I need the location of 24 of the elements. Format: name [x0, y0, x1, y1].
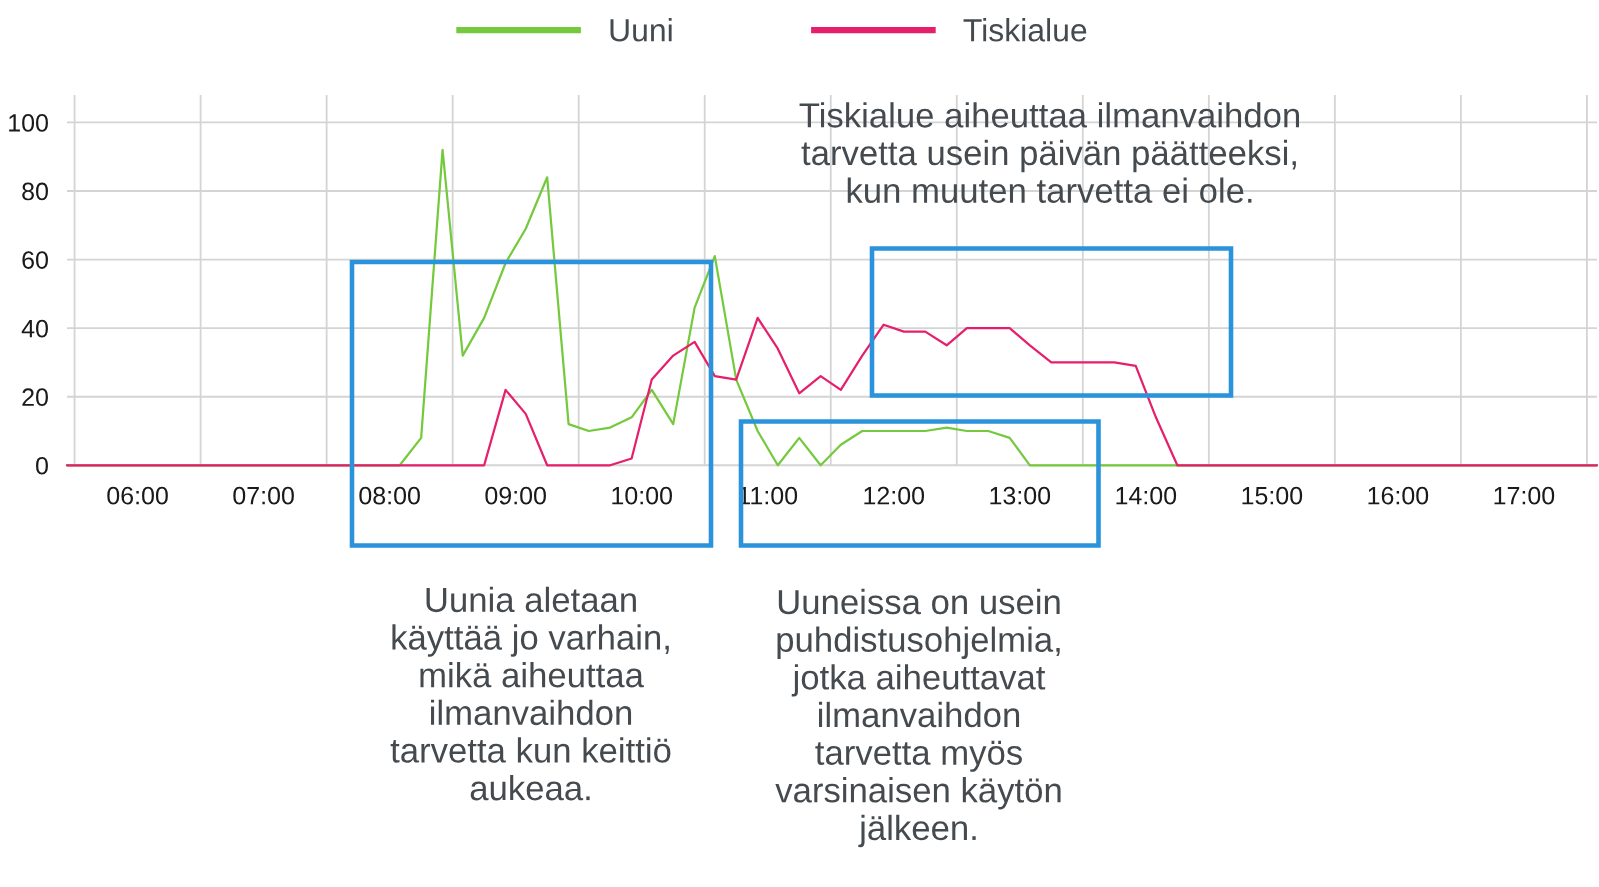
y-tick-label: 80 — [22, 182, 48, 201]
text: Uunia aletaan käyttää jo varhain, mikä aiheuttaa ilmanvaihdon tarvetta kun keittiö aukeaa. — [390, 586, 671, 801]
legend-label: Tiskialue — [963, 18, 1087, 42]
x-tick-label: 11:00 — [739, 486, 798, 505]
x-tick-label: 06:00 — [107, 486, 168, 505]
y-tick-label: 60 — [22, 251, 48, 269]
annotation: Tiskialue aiheuttaa ilmanvaihdon tarvetta usein päivän päätteeksi, kun muuten tarvetta ei ole. — [799, 102, 1299, 203]
y-tick-label: 100 — [9, 114, 48, 132]
y-tick-label: 0 — [36, 456, 48, 475]
x-tick-label: 17:00 — [1494, 486, 1555, 505]
x-tick-label: 10:00 — [612, 486, 672, 505]
x-tick-label: 09:00 — [485, 486, 546, 505]
x-tick-label: 12:00 — [864, 486, 925, 505]
legend-label: Uuni — [610, 18, 672, 42]
x-tick-label: 13:00 — [990, 486, 1051, 505]
y-tick-label: 20 — [22, 388, 48, 407]
x-tick-label: 08:00 — [359, 486, 420, 505]
x-tick-label: 16:00 — [1368, 486, 1429, 505]
x-tick-label: 15:00 — [1242, 486, 1303, 505]
line-series — [65, 316, 1599, 467]
y-tick-label: 40 — [21, 319, 48, 338]
x-tick-label: 07:00 — [233, 486, 294, 505]
text: Uuneissa on usein puhdistusohjelmia, jotka aiheuttavat ilmanvaihdon tarvetta myös varsinaisen käytön jälkeen. — [775, 588, 1061, 848]
x-tick-label: 14:00 — [1116, 486, 1177, 505]
